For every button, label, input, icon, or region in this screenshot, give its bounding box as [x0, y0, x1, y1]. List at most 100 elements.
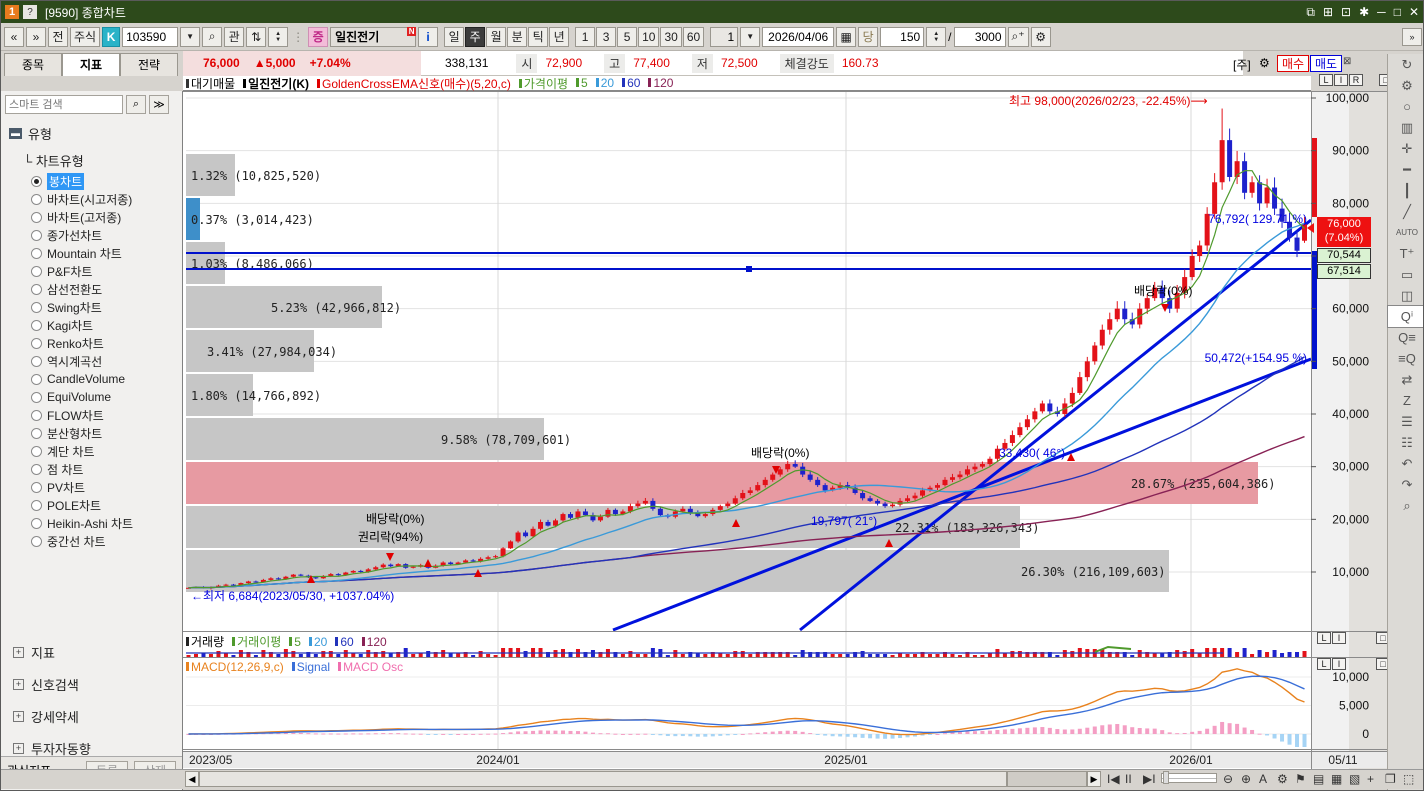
toolbar-settings-icon[interactable]: ⚙ [1030, 26, 1051, 47]
ellipse-tool-icon[interactable]: ○ [1403, 99, 1411, 114]
nav-prev-button[interactable]: « [4, 26, 24, 47]
radio-icon[interactable] [31, 211, 42, 223]
search-icon[interactable]: ⌕ [202, 26, 223, 47]
crosshair-icon[interactable]: + [1367, 772, 1375, 786]
sidebar-search-icon[interactable]: ⌕ [126, 95, 146, 114]
mini-chart-icon[interactable]: ▧ [1349, 772, 1361, 786]
radio-icon[interactable] [31, 391, 42, 403]
chart-type-item[interactable]: Renko차트 [31, 334, 182, 352]
bars4-icon[interactable]: ☷ [1401, 435, 1413, 450]
step-last-icon[interactable]: ▶I [1143, 772, 1156, 786]
today-button[interactable]: 당 [858, 26, 879, 47]
chart-type-item[interactable]: 중간선 차트 [31, 532, 182, 550]
chart-area[interactable]: 1.32% (10,825,520) 0.37% (3,014,423) 1.03%… [183, 91, 1387, 772]
chart-type-item[interactable]: Mountain 차트 [31, 244, 182, 262]
minute-button-5[interactable]: 5 [617, 26, 638, 47]
panel-button-L[interactable]: L [1319, 74, 1333, 86]
main-chart-svg[interactable]: 1.32% (10,825,520) 0.37% (3,014,423) 1.03%… [183, 91, 1387, 769]
total-bars-input[interactable] [953, 26, 1006, 47]
scroll-left-button[interactable]: ◀ [185, 771, 199, 787]
auto-analysis-icon[interactable]: AUTO [1395, 228, 1419, 237]
settings-icon[interactable]: ⚙ [1401, 78, 1413, 93]
zigzag-icon[interactable]: Z [1403, 393, 1411, 408]
radio-icon[interactable] [31, 319, 42, 331]
order-settings-icon[interactable]: ⚙ [1259, 56, 1270, 70]
scrollbar-track[interactable] [199, 771, 1007, 787]
period-button-년[interactable]: 년 [549, 26, 570, 47]
radio-icon[interactable] [31, 301, 42, 313]
condition-search-icon[interactable]: ≡Q [1398, 351, 1416, 366]
sell-button[interactable]: 매도 [1310, 55, 1343, 72]
period-button-주[interactable]: 주 [465, 26, 486, 47]
chart-type-item[interactable]: EquiVolume [31, 388, 182, 406]
grid-view-icon[interactable]: ▦ [1331, 772, 1343, 786]
flag-icon[interactable]: ⚑ [1295, 772, 1306, 786]
info-icon[interactable]: i [418, 26, 439, 47]
calendar-icon[interactable]: ▦ [836, 26, 857, 47]
zoom-plus-icon[interactable]: ⌕⁺ [1007, 26, 1029, 47]
erase-all-icon[interactable]: ▭ [1400, 267, 1414, 282]
radio-icon[interactable] [31, 193, 42, 205]
chart-type-item[interactable]: 분산형차트 [31, 424, 182, 442]
stock-spinner[interactable]: ▲ ▼ [268, 26, 289, 47]
chart-type-item[interactable]: FLOW차트 [31, 406, 182, 424]
panel-button-I[interactable]: I [1332, 632, 1346, 644]
news-badge[interactable]: N [407, 26, 417, 36]
period-button-분[interactable]: 분 [507, 26, 528, 47]
bar-count-spinner[interactable]: ▲ ▼ [926, 26, 947, 47]
radio-icon[interactable] [31, 247, 42, 259]
sidebar-section-지표[interactable]: + 지표 [1, 636, 182, 668]
radio-icon[interactable] [31, 265, 42, 277]
line-handle[interactable] [746, 266, 752, 272]
radio-icon[interactable] [31, 337, 42, 349]
chart-type-item[interactable]: 바차트(고저종) [31, 208, 182, 226]
fullscreen-icon[interactable]: ⬚ [1403, 772, 1415, 786]
scroll-right-button[interactable]: ▶ [1087, 771, 1101, 787]
pause-icon[interactable]: II [1125, 772, 1132, 786]
step-first-icon[interactable]: I◀ [1107, 772, 1120, 786]
detail-search-icon[interactable]: Qⁱ [1387, 305, 1423, 328]
updown-toggle-button[interactable]: ⇅ [246, 26, 267, 47]
minute-button-3[interactable]: 3 [596, 26, 617, 47]
plus-icon[interactable]: + [13, 711, 24, 722]
radio-icon[interactable] [31, 373, 42, 385]
interest-button[interactable]: 관 [224, 26, 245, 47]
theme-icon[interactable]: ✱ [1359, 5, 1370, 19]
zoom-icon[interactable]: ⌕ [1403, 498, 1411, 513]
tab-indicator[interactable]: 지표 [62, 53, 120, 76]
smart-search-input[interactable] [5, 95, 123, 114]
chart-type-item[interactable]: 점 차트 [31, 460, 182, 478]
scrollbar-thumb[interactable] [1007, 771, 1087, 787]
buy-button[interactable]: 매수 [1277, 55, 1310, 72]
undo-icon[interactable]: ↶ [1401, 456, 1413, 471]
chart-type-item[interactable]: 계단 차트 [31, 442, 182, 460]
trend-line[interactable] [612, 357, 1312, 632]
tab-strategy[interactable]: 전략 [120, 53, 178, 76]
stock-type-button[interactable]: 주식 [70, 26, 101, 47]
period-button-일[interactable]: 일 [444, 26, 465, 47]
sidebar-expand-icon[interactable]: ≫ [149, 95, 169, 114]
radio-icon[interactable] [31, 427, 42, 439]
panel-button-L[interactable]: L [1317, 632, 1331, 644]
radio-icon[interactable] [31, 535, 42, 547]
interval-count-input[interactable] [710, 26, 739, 47]
indicator-search-icon[interactable]: Q≡ [1398, 330, 1416, 345]
sidebar-section-강세약세[interactable]: + 강세약세 [1, 700, 182, 732]
minute-button-1[interactable]: 1 [575, 26, 596, 47]
panel-button-I[interactable]: I [1334, 74, 1348, 86]
stock-code-input[interactable] [122, 26, 179, 47]
chart-type-item[interactable]: POLE차트 [31, 496, 182, 514]
hline-tool-icon[interactable]: ━ [1403, 162, 1411, 177]
close-icon[interactable]: ✕ [1408, 5, 1419, 19]
tree-root-chart-type[interactable]: └ 차트유형 [23, 154, 84, 169]
minimize-icon[interactable]: ─ [1377, 5, 1386, 19]
capture-icon[interactable]: ⊡ [1341, 5, 1352, 19]
chart-type-item[interactable]: P&F차트 [31, 262, 182, 280]
redo-icon[interactable]: ↷ [1401, 477, 1413, 492]
chart-type-item[interactable]: 삼선전환도 [31, 280, 182, 298]
bar-count-input[interactable] [880, 26, 925, 47]
maximize-icon[interactable]: □ [1393, 5, 1401, 19]
radio-icon[interactable] [31, 283, 42, 295]
radio-icon[interactable] [31, 409, 42, 421]
panel-button-R[interactable]: R [1349, 74, 1363, 86]
